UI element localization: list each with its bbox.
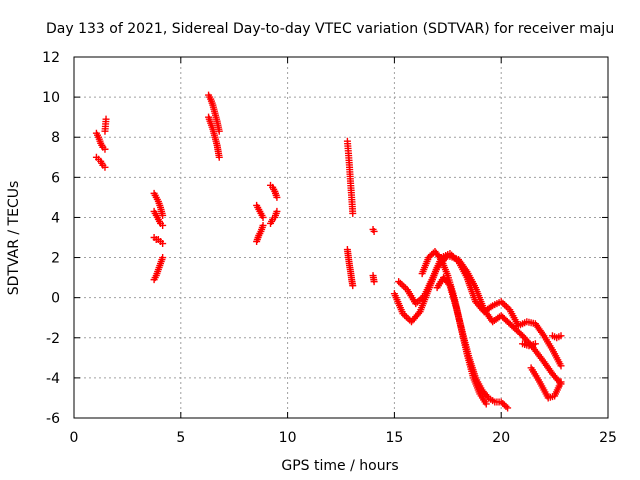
series-s5 [150,207,167,229]
data-point [502,402,510,410]
data-point [517,330,525,338]
data-point [557,332,565,340]
series-s8 [205,91,223,135]
y-tick-label: -4 [46,371,60,387]
series-s18 [390,252,565,388]
data-point [349,209,357,217]
data-point [398,281,406,289]
data-point [396,279,404,287]
data-point [482,400,490,408]
series-s9 [205,113,223,161]
series-s3 [101,115,110,135]
series-s10 [253,201,267,221]
data-points [92,91,565,412]
data-point [159,221,167,229]
data-point [557,378,565,386]
x-tick-label: 15 [385,430,403,446]
data-point [415,296,423,304]
x-tick-label: 5 [176,430,185,446]
y-tick-label: -6 [46,411,60,427]
data-point [215,127,223,135]
data-point [400,282,408,290]
data-point [395,278,403,286]
y-tick-labels: -6 -4 -2 0 2 4 6 8 10 12 [42,50,60,427]
series-s23 [527,364,565,402]
x-tick-label: 20 [492,430,510,446]
series-s6 [150,234,167,248]
data-point [557,362,565,370]
series-s7 [150,254,167,284]
series-s2 [92,153,109,171]
data-point [159,254,167,262]
series-s12 [267,181,281,201]
y-axis-label: SDTVAR / TECUs [6,181,22,296]
series-s16 [369,225,378,235]
data-point [445,280,453,288]
tick-marks [73,56,609,419]
data-point [502,302,510,310]
data-point [370,278,378,286]
x-tick-labels: 0 5 10 15 20 25 [70,430,617,446]
series-s4 [150,189,167,219]
y-tick-label: 12 [42,50,60,66]
y-tick-label: 8 [51,130,60,146]
chart-title: Day 133 of 2021, Sidereal Day-to-day VTE… [46,21,614,37]
x-axis-label: GPS time / hours [281,458,398,474]
data-point [102,115,110,123]
data-point [101,145,109,153]
y-tick-label: 6 [51,170,60,186]
series-s19 [395,250,565,370]
data-point [531,340,539,348]
data-point [349,282,357,290]
data-point [402,313,410,321]
data-point [436,254,444,262]
data-point [404,315,412,323]
y-tick-label: 2 [51,251,60,267]
data-point [370,227,378,235]
y-tick-label: -2 [46,331,60,347]
grid-lines [74,57,608,418]
series-s13 [267,207,281,227]
series-s14 [343,137,357,217]
data-point [215,153,223,161]
series-s22 [519,340,539,350]
x-tick-label: 10 [279,430,297,446]
x-tick-label: 25 [599,430,617,446]
series-s15 [343,246,357,290]
series-s17 [369,272,378,286]
plot-frame [73,56,609,419]
series-s1 [92,129,109,153]
y-tick-label: 0 [51,291,60,307]
data-point [259,221,267,229]
data-point [159,211,167,219]
series-s21 [433,274,512,412]
data-point [499,299,507,307]
data-point [504,404,512,412]
data-point [159,240,167,248]
series-s24 [548,332,565,342]
data-point [259,213,267,221]
y-tick-label: 10 [42,90,60,106]
series-s11 [253,221,267,246]
x-tick-label: 0 [70,430,79,446]
data-point [273,193,281,201]
y-tick-label: 4 [51,210,60,226]
data-point [273,207,281,215]
data-point [101,163,109,171]
